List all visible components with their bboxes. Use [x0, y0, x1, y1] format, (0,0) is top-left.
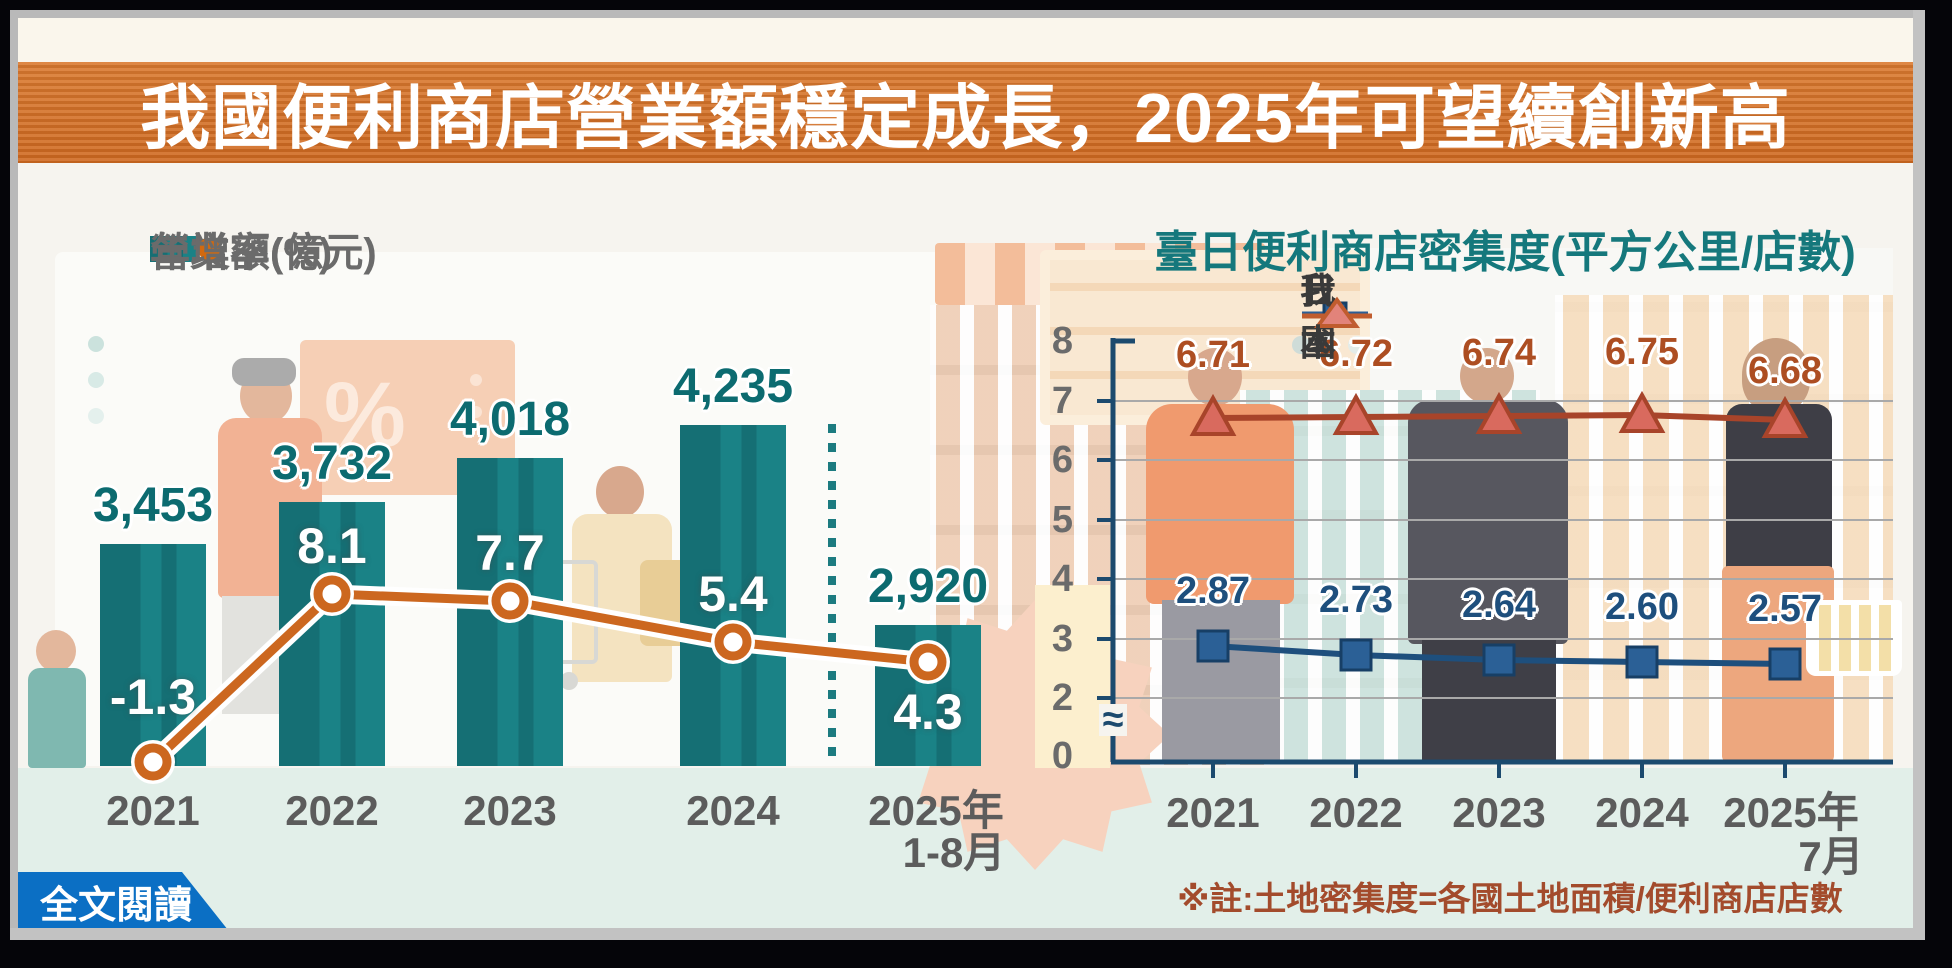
title-banner: 我國便利商店營業額穩定成長，2025年可望續創新高 [18, 62, 1913, 163]
revenue-value-label: 4,018 [449, 393, 571, 446]
illustration-dot [88, 336, 104, 352]
density-y-label: 6 [1051, 439, 1073, 481]
japan-legend-marker-icon [1302, 296, 1372, 328]
illustration-dot [1348, 336, 1366, 354]
growth-rate-label: -1.3 [109, 669, 197, 725]
illustration-person-head [596, 466, 644, 518]
density-x-label: 2022 [1309, 789, 1403, 836]
density-x-label: 2023 [1452, 789, 1546, 836]
revenue-x-label: 2021 [106, 787, 200, 834]
read-more-label: 全文閱讀 [40, 884, 193, 927]
density-y-label: 8 [1051, 320, 1073, 362]
revenue-x-label: 2024 [686, 787, 780, 834]
illustration-board-dot [470, 406, 482, 418]
revenue-x-label: 2022 [285, 787, 379, 834]
revenue-x-label-line2: 1-8月 [902, 829, 1006, 876]
frame-gray-left [10, 10, 18, 940]
frame-gray-bottom [10, 928, 1925, 940]
illustration-kid-head [36, 630, 76, 672]
growth-legend-label: 年增率(%) [150, 231, 333, 275]
density-x-label: 2024 [1595, 789, 1689, 836]
frame-black-bottom [0, 940, 1952, 968]
illustration-yellow-panel [1035, 585, 1110, 768]
density-y-label: 0 [1051, 735, 1073, 777]
illustration-person-hair [232, 358, 296, 386]
illustration-dot [1320, 336, 1338, 354]
revenue-value-label: 3,453 [92, 479, 214, 532]
illustration-kid-body [28, 668, 86, 768]
taiwan-value-label: 2.64 [1462, 584, 1536, 626]
revenue-value-label: 2,920 [867, 560, 989, 613]
illustration-person-orange-shirt [1146, 404, 1294, 604]
taiwan-value-label: 2.57 [1748, 588, 1822, 630]
revenue-value-label: 3,732 [271, 437, 393, 490]
read-more-button[interactable]: 全文閱讀 [18, 872, 228, 930]
revenue-legend-label: 營業額(億元) [150, 231, 377, 275]
growth-rate-label: 7.7 [475, 525, 545, 581]
density-chart-title: 臺日便利商店密集度(平方公里/店數) [1154, 228, 1856, 277]
taiwan-value-label: 2.60 [1605, 586, 1679, 628]
frame-gray-top [10, 10, 1925, 18]
illustration-person-legs [1162, 600, 1280, 762]
density-y-label: 2 [1051, 677, 1073, 719]
japan-legend-label: 日本 [1300, 270, 1337, 363]
japan-value-label: 6.71 [1176, 334, 1250, 376]
growth-rate-label: 8.1 [297, 518, 367, 574]
growth-rate-label: 4.3 [893, 684, 963, 740]
frame-gray-right [1913, 10, 1925, 940]
illustration-dot [88, 372, 104, 388]
illustration-dot [88, 408, 104, 424]
taiwan-value-label: 2.87 [1176, 570, 1250, 612]
frame-black-right [1925, 0, 1952, 968]
revenue-x-label: 2025年 [868, 787, 1004, 834]
taiwan-value-label: 2.73 [1319, 579, 1393, 621]
footnote: ※註:土地密集度=各國土地面積/便利商店店數 [1177, 880, 1843, 917]
density-x-label: 2025年 [1723, 789, 1859, 836]
illustration-board-dot [470, 374, 482, 386]
density-y-label: 3 [1051, 618, 1073, 660]
taiwan-legend-label: 我國 [1300, 270, 1337, 363]
density-x-label: 2021 [1166, 789, 1260, 836]
density-y-label: 5 [1051, 499, 1073, 541]
density-y-label: 7 [1051, 380, 1073, 422]
frame-black-top [0, 0, 1952, 10]
density-x-label-line2: 7月 [1798, 833, 1864, 880]
revenue-x-label: 2023 [463, 787, 557, 834]
japan-value-label: 6.74 [1462, 332, 1536, 374]
revenue-legend-swatch-icon [150, 236, 196, 262]
growth-rate-label: 5.4 [698, 566, 768, 622]
density-y-label: 4 [1051, 558, 1073, 600]
japan-value-label: 6.72 [1319, 333, 1393, 375]
japan-value-label: 6.68 [1748, 350, 1822, 392]
illustration-person-dark-coat [1408, 400, 1568, 644]
japan-value-label: 6.75 [1605, 331, 1679, 373]
dash-icon [198, 244, 214, 254]
illustration-dot [1292, 336, 1310, 354]
page-title: 我國便利商店營業額穩定成長，2025年可望續創新高 [140, 79, 1791, 157]
revenue-value-label: 4,235 [672, 360, 794, 413]
frame-black-left [0, 0, 10, 968]
